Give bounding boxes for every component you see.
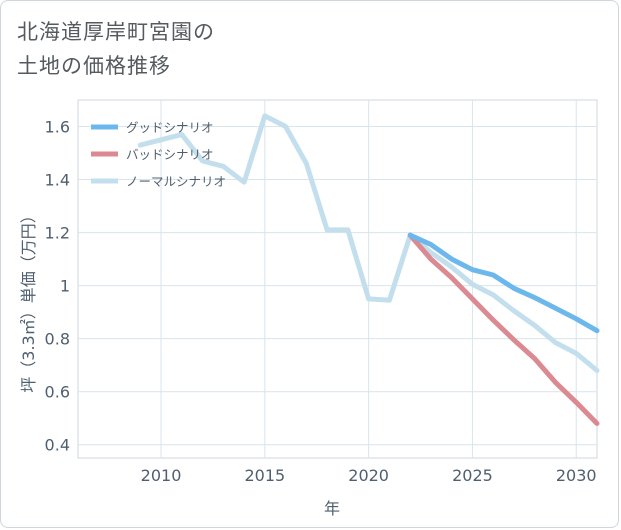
series-line-1	[407, 232, 600, 426]
y-axis-ticks: 0.4 0.6 0.8 1 1.2 1.4 1.6	[45, 118, 70, 455]
grid-lines	[78, 100, 597, 458]
plot-area	[77, 99, 598, 459]
y-tick-label: 0.6	[45, 383, 70, 402]
chart-title-line-1: 北海道厚岸町宮園の	[17, 20, 215, 44]
x-axis-ticks: 2010 2015 2020 2025 2030	[141, 466, 597, 485]
legend-label-2: ノーマルシナリオ	[126, 174, 226, 189]
x-axis-label: 年	[324, 499, 340, 518]
legend-label-0: グッドシナリオ	[126, 120, 214, 135]
y-tick-label: 1.4	[45, 171, 70, 190]
x-tick-label: 2015	[244, 466, 285, 485]
series-line-0	[407, 232, 600, 334]
y-tick-label: 0.8	[45, 330, 70, 349]
y-tick-label: 1.2	[45, 224, 70, 243]
x-tick-label: 2030	[556, 466, 597, 485]
x-tick-label: 2010	[141, 466, 182, 485]
series-lines	[137, 113, 600, 426]
legend-label-1: バッドシナリオ	[126, 147, 214, 162]
chart-title: 北海道厚岸町宮園の 土地の価格推移	[17, 15, 215, 83]
y-tick-label: 0.4	[45, 436, 70, 455]
x-tick-label: 2025	[452, 466, 493, 485]
series-line-2	[137, 113, 600, 373]
chart-title-line-2: 土地の価格推移	[17, 54, 171, 78]
x-tick-label: 2020	[348, 466, 389, 485]
y-axis-label: 坪（3.3㎡）単価（万円）	[19, 207, 38, 392]
y-tick-label: 1	[60, 277, 70, 296]
y-tick-label: 1.6	[45, 118, 70, 137]
